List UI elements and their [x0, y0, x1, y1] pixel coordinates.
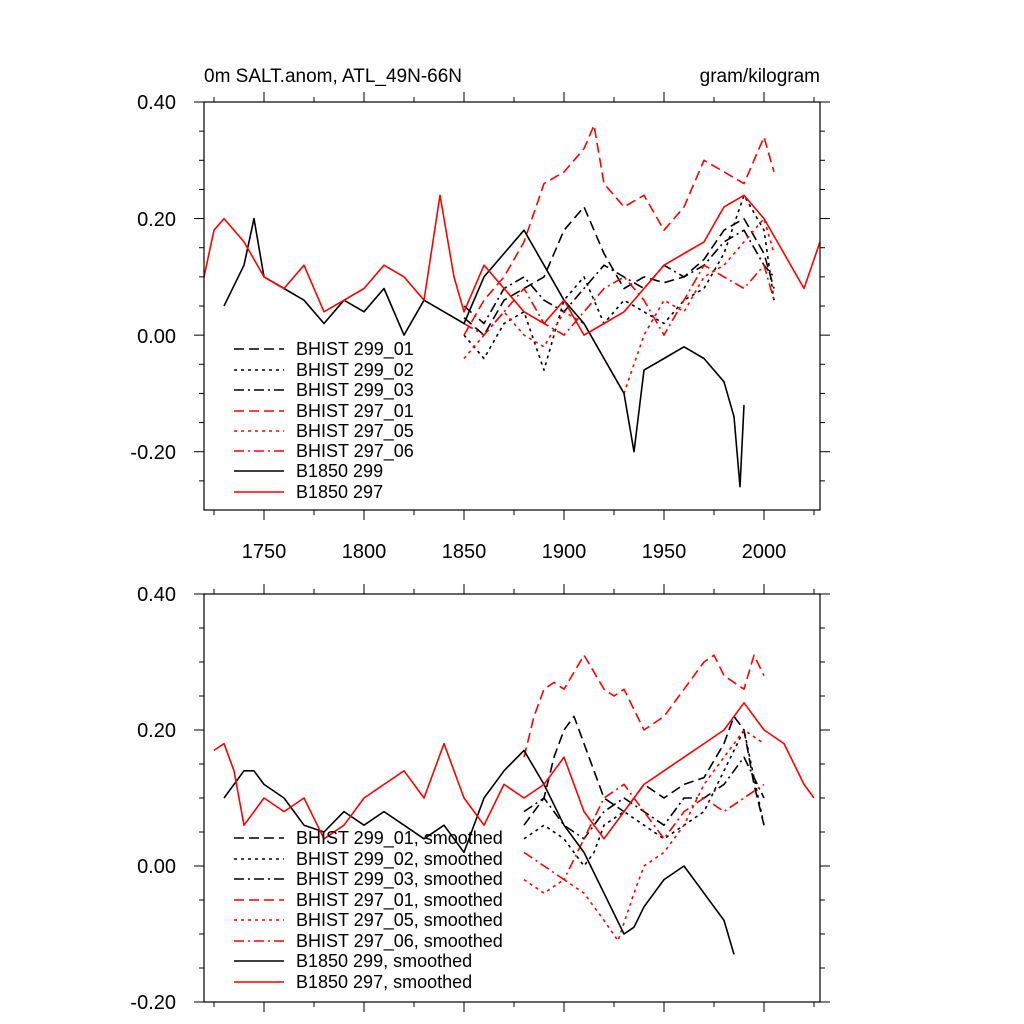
y-tick-label: -0.20 — [130, 442, 176, 464]
legend: BHIST 299_01, smoothed BHIST 299_02, smo… — [234, 828, 503, 992]
legend-label: BHIST 297_01 — [296, 401, 414, 422]
series-line — [523, 756, 765, 840]
legend-label: BHIST 299_02 — [296, 360, 414, 381]
series-line — [463, 229, 775, 325]
series-line — [523, 715, 765, 826]
x-tick-label: 1900 — [542, 541, 587, 563]
panel-units: gram/kilogram — [700, 66, 820, 87]
legend-label: B1850 299 — [296, 461, 383, 481]
y-tick-label: 0.00 — [137, 326, 176, 348]
series-line — [463, 194, 775, 371]
legend-label: B1850 297 — [296, 482, 383, 502]
series-line — [213, 701, 815, 840]
legend-label: BHIST 299_01 — [296, 339, 414, 360]
x-tick-label: 1750 — [242, 541, 287, 563]
legend-label: BHIST 297_06, smoothed — [296, 931, 503, 952]
series-line — [523, 783, 765, 881]
y-tick-label: -0.20 — [130, 992, 176, 1014]
series-line — [523, 729, 765, 867]
legend-label: BHIST 297_05 — [296, 421, 414, 442]
x-tick-label: 2000 — [742, 541, 787, 563]
legend-label: BHIST 297_05, smoothed — [296, 910, 503, 931]
x-tick-label: 1950 — [642, 541, 687, 563]
legend: BHIST 299_01 BHIST 299_02 BHIST 299_03 B… — [234, 339, 414, 502]
panel-bottom: 0.40 0.20 0.00 -0.20 BHIST 299_01, smoot… — [130, 584, 830, 1014]
legend-label: BHIST 299_01, smoothed — [296, 828, 503, 849]
y-tick-label: 0.00 — [137, 856, 176, 878]
legend-label: BHIST 297_01, smoothed — [296, 890, 503, 911]
series-line — [223, 749, 735, 955]
y-tick-label: 0.40 — [137, 92, 176, 114]
series-line — [463, 124, 775, 336]
legend-label: BHIST 299_02, smoothed — [296, 849, 503, 870]
legend-label: BHIST 297_06 — [296, 441, 414, 462]
legend-label: B1850 297, smoothed — [296, 972, 472, 992]
y-tick-label: 0.40 — [137, 584, 176, 606]
series-line — [523, 654, 765, 758]
y-tick-label: 0.20 — [137, 720, 176, 742]
legend-label: BHIST 299_03 — [296, 380, 414, 401]
legend-label: B1850 299, smoothed — [296, 951, 472, 971]
panel-top: 0m SALT.anom, ATL_49N-66N gram/kilogram … — [130, 66, 830, 563]
series-line — [203, 194, 821, 336]
series-line — [223, 217, 745, 488]
series-line — [463, 206, 775, 336]
x-tick-label: 1850 — [442, 541, 487, 563]
y-tick-label: 0.20 — [137, 209, 176, 231]
x-tick-label: 1800 — [342, 541, 387, 563]
legend-label: BHIST 299_03, smoothed — [296, 869, 503, 890]
panel-title: 0m SALT.anom, ATL_49N-66N — [204, 66, 462, 87]
series-line — [463, 264, 775, 336]
